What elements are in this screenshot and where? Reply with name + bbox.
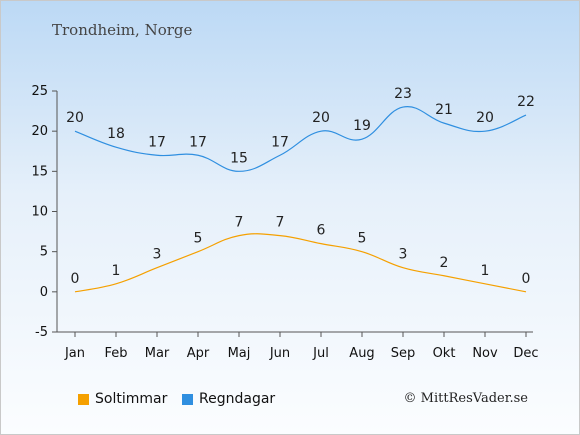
data-label-soltimmar: 5 (194, 231, 203, 247)
data-label-soltimmar: 0 (522, 271, 531, 287)
data-label-regndagar: 23 (394, 86, 412, 102)
data-label-regndagar: 22 (517, 94, 535, 110)
data-label-soltimmar: 5 (358, 231, 367, 247)
x-tick-label: Apr (187, 346, 210, 361)
x-tick-label: Jul (312, 346, 329, 361)
legend-item-regndagar: Regndagar (182, 391, 275, 407)
x-tick-label: Dec (513, 346, 538, 361)
legend-label-regndagar: Regndagar (199, 391, 276, 407)
data-label-regndagar: 18 (107, 126, 125, 142)
data-label-regndagar: 17 (189, 134, 207, 150)
data-label-regndagar: 21 (435, 102, 453, 118)
y-tick-label: 20 (31, 124, 48, 139)
series-line-regndagar (74, 106, 527, 172)
x-tick-label: Sep (391, 346, 416, 361)
x-tick-label: Jan (64, 346, 85, 361)
data-label-regndagar: 19 (353, 118, 371, 134)
data-label-regndagar: 20 (312, 110, 330, 126)
data-label-soltimmar: 3 (399, 247, 408, 263)
data-label-regndagar: 17 (271, 134, 289, 150)
data-label-soltimmar: 1 (481, 263, 490, 279)
data-label-regndagar: 15 (230, 150, 248, 166)
legend-item-soltimmar: Soltimmar (78, 391, 167, 407)
x-tick-label: Nov (472, 346, 498, 361)
y-tick-label: 5 (40, 245, 48, 260)
y-tick-label: 25 (31, 84, 48, 99)
x-tick-label: Mar (145, 346, 170, 361)
data-label-soltimmar: 7 (235, 215, 244, 231)
x-tick-label: Feb (104, 346, 127, 361)
data-label-soltimmar: 2 (440, 255, 449, 271)
x-tick-label: Okt (433, 346, 456, 361)
x-tick-label: Jun (269, 346, 290, 361)
y-tick-label: -5 (35, 325, 48, 340)
series-lines (74, 106, 527, 293)
x-tick-label: Maj (228, 346, 251, 361)
data-label-regndagar: 17 (148, 134, 166, 150)
y-tick-label: 0 (40, 285, 48, 300)
series-line-soltimmar (74, 233, 527, 293)
data-label-soltimmar: 3 (153, 247, 162, 263)
regndagar-swatch (182, 393, 193, 405)
data-label-soltimmar: 1 (112, 263, 121, 279)
credit-text: © MittResVader.se (403, 391, 528, 406)
data-label-soltimmar: 0 (71, 271, 80, 287)
legend-label-soltimmar: Soltimmar (95, 391, 168, 407)
y-tick-label: 10 (31, 205, 48, 220)
soltimmar-swatch (78, 393, 89, 405)
data-label-regndagar: 20 (66, 110, 84, 126)
chart-title: Trondheim, Norge (52, 21, 193, 39)
data-label-soltimmar: 7 (276, 215, 285, 231)
x-tick-label: Aug (349, 346, 374, 361)
y-tick-label: 15 (31, 164, 48, 179)
data-label-regndagar: 20 (476, 110, 494, 126)
data-label-soltimmar: 6 (317, 223, 326, 239)
